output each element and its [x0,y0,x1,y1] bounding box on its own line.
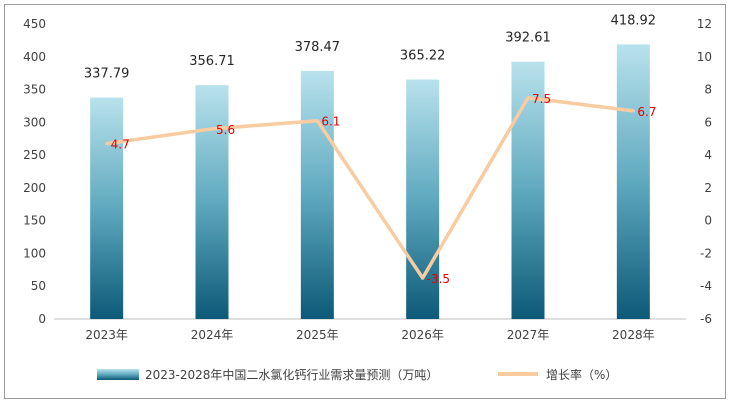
x-tick-label: 2024年 [191,328,234,342]
bar-value-label: 378.47 [295,40,341,55]
line-value-label: -3.5 [427,272,450,286]
right-y-tick: -2 [700,246,712,260]
legend-label-bar: 2023-2028年中国二水氯化钙行业需求量预测（万吨） [145,367,438,382]
x-tick-label: 2023年 [85,328,128,342]
left-y-tick: 350 [23,83,46,97]
bar [195,85,229,320]
left-y-tick: 100 [23,246,46,260]
line-value-label: 5.6 [216,123,235,137]
right-y-tick: 8 [704,83,712,97]
right-y-tick: -6 [700,312,712,326]
legend-label-line: 增长率（%） [546,367,617,382]
bar [90,97,124,319]
right-y-tick: 4 [704,148,712,162]
line-point [105,142,109,146]
left-y-tick: 150 [23,214,46,228]
line-point [315,119,319,123]
line-point [210,127,214,131]
left-y-tick: 400 [23,50,46,64]
left-y-tick: 450 [23,17,46,31]
chart-frame [4,4,726,399]
line-point [631,109,635,113]
x-tick-label: 2028年 [612,328,655,342]
bar [616,44,650,320]
left-y-tick: 300 [23,115,46,129]
line-value-label: 6.7 [637,105,656,119]
bar [511,61,545,319]
bar-value-label: 356.71 [189,54,235,69]
line-value-label: 4.7 [111,138,130,152]
right-y-tick: 0 [704,214,712,228]
bar-value-label: 365.22 [400,49,446,64]
bar-value-label: 392.61 [505,31,551,46]
right-y-tick: 6 [704,115,712,129]
left-y-tick: 50 [31,279,46,293]
bar-value-label: 418.92 [611,13,657,28]
legend-swatch-bar [97,369,139,380]
x-tick-label: 2025年 [296,328,339,342]
bar [300,70,334,319]
x-tick-label: 2027年 [507,328,550,342]
growth-rate-line [106,96,634,280]
right-y-tick: 12 [697,17,712,31]
x-tick-label: 2026年 [401,328,444,342]
bar-value-label: 337.79 [84,67,130,82]
right-y-tick: 10 [697,50,712,64]
right-y-tick: 2 [704,181,712,195]
left-y-tick: 200 [23,181,46,195]
line-value-label: 6.1 [321,115,340,129]
left-y-tick: 0 [38,312,46,326]
left-y-tick: 250 [23,148,46,162]
line-value-label: 7.5 [532,92,551,106]
line-point [526,96,530,100]
right-y-tick: -4 [700,279,712,293]
line-point [421,276,425,280]
